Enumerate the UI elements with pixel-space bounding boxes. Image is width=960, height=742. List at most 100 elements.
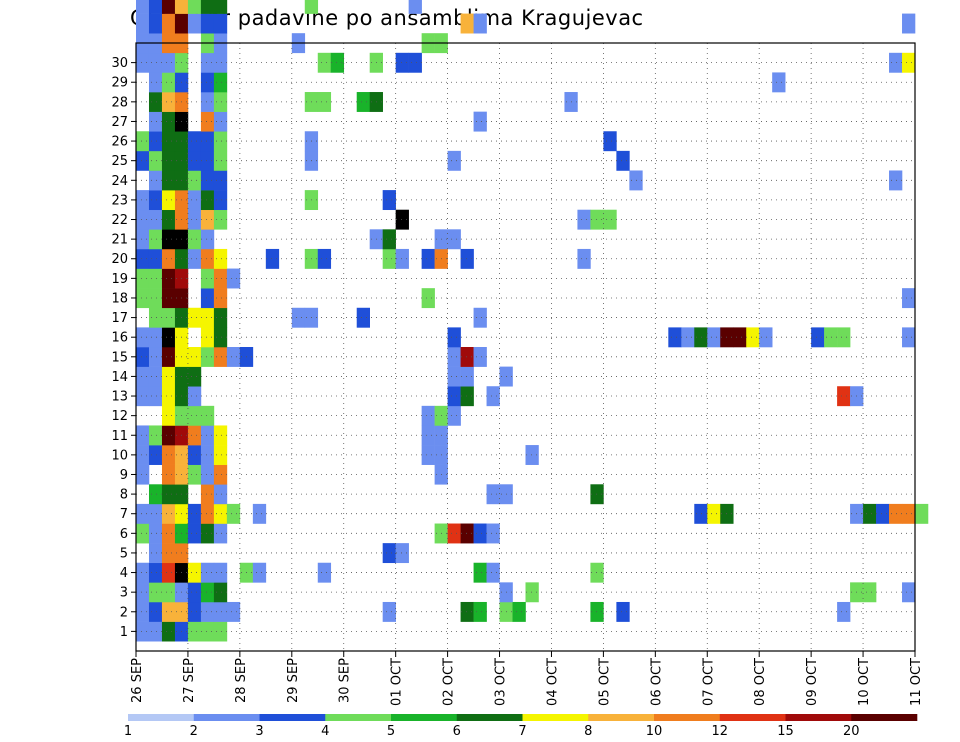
- heatmap-cell: [421, 405, 435, 426]
- heatmap-cell: [187, 445, 202, 465]
- heatmap-cell: [486, 523, 500, 544]
- heatmap-cell: [382, 543, 396, 564]
- heatmap-cell: [408, 0, 422, 14]
- heatmap-cell: [447, 150, 461, 171]
- heatmap-cell: [473, 562, 487, 583]
- y-tick-label: 6: [120, 527, 128, 542]
- heatmap-cell: [421, 445, 435, 465]
- heatmap-cell: [136, 621, 150, 642]
- heatmap-cell: [707, 503, 721, 524]
- y-tick-label: 8: [120, 488, 128, 503]
- heatmap-cell: [200, 307, 215, 328]
- heatmap-cell: [486, 386, 500, 407]
- y-tick-label: 4: [120, 566, 128, 581]
- x-tick-label: 03 OCT: [494, 658, 509, 706]
- x-tick-label: 30 SEP: [338, 658, 353, 703]
- heatmap-cell: [161, 92, 176, 112]
- heatmap-cell: [694, 503, 708, 524]
- y-tick-label: 16: [111, 331, 128, 346]
- heatmap-cell: [136, 150, 150, 171]
- x-tick-label: 05 OCT: [597, 658, 612, 706]
- heatmap-cell: [136, 13, 150, 34]
- heatmap-cell: [902, 288, 916, 309]
- heatmap-cell: [187, 366, 202, 387]
- heatmap-cell: [824, 327, 838, 348]
- heatmap-cell: [486, 484, 500, 505]
- heatmap-cell: [330, 52, 345, 73]
- heatmap-cell: [889, 52, 903, 73]
- heatmap-cell: [447, 523, 461, 544]
- heatmap-cell: [200, 327, 215, 348]
- heatmap-cell: [148, 111, 163, 132]
- x-tick-label: 08 OCT: [753, 658, 768, 706]
- heatmap-cell: [148, 562, 163, 583]
- heatmap-cell: [213, 170, 228, 191]
- heatmap-cell: [382, 229, 396, 250]
- y-axis: 1234567891011121314151617181920212223242…: [111, 56, 136, 640]
- y-tick-label: 27: [111, 115, 128, 130]
- heatmap-cell: [187, 405, 202, 426]
- heatmap-cell: [668, 327, 682, 348]
- heatmap-cell: [395, 248, 409, 269]
- heatmap-cell: [616, 601, 630, 622]
- y-tick-label: 5: [120, 546, 128, 561]
- y-tick-label: 1: [120, 625, 128, 640]
- heatmap-cell: [577, 209, 591, 230]
- heatmap-cell: [902, 503, 916, 524]
- heatmap-cell: [136, 582, 150, 603]
- heatmap-cell: [460, 601, 474, 622]
- heatmap-cell: [161, 131, 176, 152]
- heatmap-cell: [187, 464, 202, 485]
- heatmap-cell: [200, 150, 215, 171]
- heatmap-cell: [187, 621, 202, 642]
- heatmap-cell: [473, 307, 487, 328]
- heatmap-cell: [200, 13, 215, 34]
- y-tick-label: 10: [111, 448, 128, 463]
- heatmap-cell: [187, 170, 202, 191]
- heatmap-cell: [161, 248, 176, 269]
- heatmap-cell: [382, 601, 396, 622]
- heatmap-cell: [187, 562, 202, 583]
- heatmap-cell: [148, 621, 163, 642]
- heatmap-cell: [136, 386, 150, 407]
- heatmap-cell: [161, 386, 176, 407]
- heatmap-cell: [187, 307, 202, 328]
- y-tick-label: 26: [111, 135, 128, 150]
- heatmap-cell: [187, 190, 202, 211]
- colorbar-label: 6: [453, 724, 461, 739]
- y-tick-label: 3: [120, 586, 128, 601]
- heatmap-cell: [161, 582, 176, 603]
- heatmap-cell: [460, 248, 474, 269]
- heatmap-cell: [304, 0, 319, 14]
- heatmap-cell: [161, 405, 176, 426]
- heatmap-cell: [382, 248, 396, 269]
- heatmap-cell: [161, 0, 176, 14]
- heatmap-cell: [200, 405, 215, 426]
- heatmap-cell: [187, 0, 202, 14]
- colorbar-label: 7: [518, 724, 526, 739]
- heatmap-cell: [694, 327, 708, 348]
- heatmap-cell: [161, 190, 176, 211]
- heatmap-cell: [136, 366, 150, 387]
- heatmap-cell: [136, 327, 150, 348]
- heatmap-cell: [603, 131, 617, 152]
- heatmap-cell: [213, 131, 228, 152]
- y-tick-label: 9: [120, 468, 128, 483]
- heatmap-cell: [161, 72, 176, 93]
- colorbar-label: 20: [843, 724, 860, 739]
- heatmap-cell: [161, 621, 176, 642]
- x-tick-label: 10 OCT: [857, 658, 872, 706]
- heatmap-cell: [317, 248, 332, 269]
- heatmap-cell: [525, 445, 539, 465]
- colorbar-label: 15: [777, 724, 794, 739]
- heatmap-cell: [447, 386, 461, 407]
- heatmap-cell: [590, 484, 604, 505]
- heatmap-cell: [590, 562, 604, 583]
- heatmap-cell: [148, 366, 163, 387]
- heatmap-cell: [187, 425, 202, 446]
- heatmap-cell: [421, 425, 435, 446]
- heatmap-cell: [136, 209, 150, 230]
- y-tick-label: 30: [111, 56, 128, 71]
- heatmap-cell: [590, 601, 604, 622]
